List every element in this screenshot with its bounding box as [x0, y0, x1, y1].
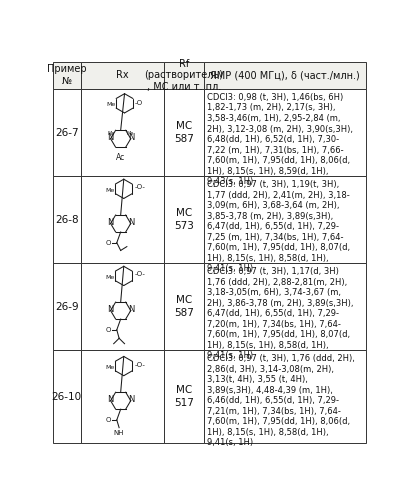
Text: O: O [105, 327, 111, 333]
Text: МС
573: МС 573 [174, 208, 194, 232]
Bar [204, 89, 366, 176]
Bar [81, 89, 164, 176]
Text: Ac: Ac [116, 152, 125, 162]
Text: -O-: -O- [134, 184, 145, 190]
Text: O: O [105, 417, 111, 423]
Bar [53, 350, 81, 444]
Bar [81, 176, 164, 263]
Bar [164, 350, 204, 444]
Bar [164, 62, 204, 89]
Text: 26-10: 26-10 [51, 392, 82, 402]
Text: Rx: Rx [116, 70, 129, 81]
Bar [81, 350, 164, 444]
Text: Пример
№: Пример № [47, 64, 86, 86]
Bar [81, 263, 164, 350]
Bar [53, 62, 81, 89]
Text: N: N [129, 134, 135, 142]
Text: 26-9: 26-9 [55, 302, 78, 312]
Text: N: N [129, 306, 135, 314]
Text: N: N [129, 396, 135, 404]
Bar [204, 350, 366, 444]
Text: Me: Me [105, 365, 115, 370]
Text: -O-: -O- [134, 362, 145, 368]
Text: МС
587: МС 587 [174, 121, 194, 144]
Text: O: O [105, 240, 111, 246]
Text: Me: Me [126, 131, 134, 136]
Text: Me: Me [105, 188, 115, 193]
Text: 26-8: 26-8 [55, 214, 78, 224]
Bar [204, 263, 366, 350]
Bar [204, 176, 366, 263]
Text: N: N [106, 218, 113, 227]
Text: -O-: -O- [134, 272, 145, 278]
Text: CDCl3: 0,97 (t, 3H), 1,17(d, 3H)
1,76 (ddd, 2H), 2,88-2,81(m, 2H),
3,18-3,05(m, : CDCl3: 0,97 (t, 3H), 1,17(d, 3H) 1,76 (d… [207, 267, 353, 360]
Bar [53, 176, 81, 263]
Text: N: N [106, 134, 113, 142]
Text: ЯМР (400 МГц), δ (част./млн.): ЯМР (400 МГц), δ (част./млн.) [210, 70, 360, 81]
Bar [53, 89, 81, 176]
Text: CDCl3: 0,97 (t, 3H), 1,76 (ddd, 2H),
2,86(d, 3H), 3,14-3,08(m, 2H),
3,13(t, 4H),: CDCl3: 0,97 (t, 3H), 1,76 (ddd, 2H), 2,8… [207, 354, 355, 448]
Text: NH: NH [114, 430, 124, 436]
Text: Me: Me [105, 275, 115, 280]
Text: N: N [129, 218, 135, 227]
Text: 26-7: 26-7 [55, 128, 78, 138]
Text: N: N [106, 306, 113, 314]
Bar [81, 62, 164, 89]
Bar [164, 263, 204, 350]
Bar [204, 62, 366, 89]
Text: N: N [106, 396, 113, 404]
Bar [53, 263, 81, 350]
Text: -O: -O [135, 100, 143, 106]
Bar [164, 176, 204, 263]
Text: Me: Me [108, 131, 115, 136]
Text: МС
517: МС 517 [174, 386, 194, 408]
Text: Rf
(растворитель)
, МС или т. пл.: Rf (растворитель) , МС или т. пл. [144, 58, 224, 92]
Text: CDCl3: 0,98 (t, 3H), 1,46(bs, 6H)
1,82-1,73 (m, 2H), 2,17(s, 3H),
3,58-3,46(m, 1: CDCl3: 0,98 (t, 3H), 1,46(bs, 6H) 1,82-1… [207, 93, 353, 186]
Text: МС
587: МС 587 [174, 295, 194, 318]
Bar [164, 89, 204, 176]
Text: Me: Me [106, 102, 115, 106]
Text: CDCl3: 0,97 (t, 3H), 1,19(t, 3H),
1,77 (ddd, 2H), 2,41(m, 2H), 3,18-
3,09(m, 6H): CDCl3: 0,97 (t, 3H), 1,19(t, 3H), 1,77 (… [207, 180, 350, 274]
